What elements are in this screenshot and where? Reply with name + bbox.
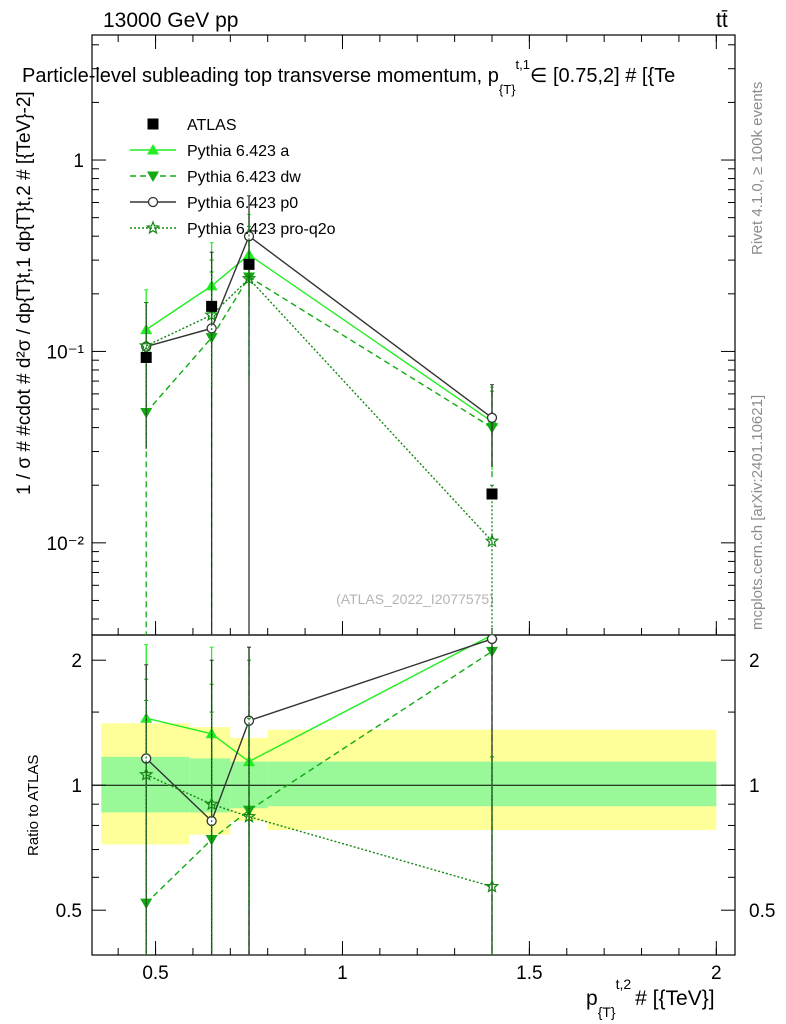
x-axis-label-sup: t,2 [616, 976, 632, 992]
main-pythia-pro-q2o-point [241, 271, 257, 285]
ratio-pythia-p0-point [243, 715, 255, 726]
y-tick-label: 10⁻² [47, 534, 85, 555]
x-tick-label: 2 [711, 963, 722, 984]
legend-pythia-dw-marker [147, 171, 159, 182]
ratio-pythia-a-line [146, 635, 493, 763]
x-tick-label: 1 [337, 963, 348, 984]
plot-title-range: ∈ [0.75,2] # [{Te [530, 65, 675, 87]
main-pythia-p0-line [146, 235, 493, 419]
ratio-pythia-pro-q2o-point [204, 796, 219, 811]
ratio-y-tick-label-right: 0.5 [749, 901, 775, 922]
plot-title-sub: {T} [499, 82, 516, 97]
inner-uncertainty-band [101, 756, 190, 813]
main-y-axis-label: 1 / σ # #cdot # d²σ / dp{T}t,1 dp{T}t,2 … [14, 91, 35, 495]
ratio-series-group [138, 635, 500, 955]
ratio-plot-frame [91, 634, 736, 956]
main-pythia-pro-q2o-line [145, 277, 493, 542]
legend-label: Pythia 6.423 dw [187, 169, 301, 186]
main-pythia-pro-q2o-point [138, 338, 154, 353]
main-pythia-pro-q2o-point [484, 533, 500, 548]
y-tick-label: 10⁻¹ [47, 342, 85, 363]
legend-label: Pythia 6.423 pro-q2o [187, 221, 336, 238]
ratio-y-axis-label: Ratio to ATLAS [25, 755, 42, 856]
main-atlas-point [243, 258, 255, 270]
ratio-pythia-dw-line [145, 650, 493, 904]
x-tick-label: 0.5 [142, 963, 168, 984]
legend-label: ATLAS [187, 117, 237, 134]
ratio-y-tick-label: 1 [71, 776, 82, 797]
ratio-pythia-pro-q2o-line [145, 774, 493, 888]
legend-label: Pythia 6.423 p0 [187, 195, 298, 212]
ratio-pythia-pro-q2o-point [241, 808, 257, 823]
legend-pythia-p0-marker [147, 196, 159, 208]
analysis-watermark: (ATLAS_2022_I2077575) [336, 591, 494, 607]
plot-title-main: Particle-level subleading top transverse… [22, 65, 499, 87]
process-label: tt̄ [716, 9, 728, 32]
ratio-y-tick-label-right: 1 [749, 776, 760, 797]
legend-pythia-pro-q2o-marker [145, 220, 161, 235]
main-atlas-point [206, 300, 218, 312]
main-pythia-p0-point [486, 412, 498, 423]
legend: ATLAS Pythia 6.423 a Pythia 6.423 dw Pythia… [130, 117, 336, 238]
main-pythia-dw-line [145, 275, 493, 429]
ratio-pythia-pro-q2o-point [138, 767, 154, 781]
x-axis-label: p{T}t,2# [{TeV}] [586, 976, 715, 1020]
ratio-y-tick-label-right: 2 [749, 651, 760, 672]
y-tick-label: 1 [73, 151, 84, 172]
legend-label: Pythia 6.423 a [187, 143, 289, 160]
ratio-y-tick-label: 2 [71, 651, 82, 672]
axis-ticks: 0.5 1 1.5 2 10⁻² 10⁻¹ 1 0.5 0.5 1 1 2 2 [47, 35, 775, 984]
x-axis-label-rest: # [{TeV}] [635, 987, 714, 1010]
rivet-version-label: Rivet 4.1.0, ≥ 100k events [749, 82, 766, 255]
ratio-pythia-p0-line [145, 638, 493, 823]
legend-atlas-marker [147, 118, 159, 130]
ratio-pythia-pro-q2o-point [484, 878, 500, 893]
main-atlas-point [140, 351, 152, 363]
plot-title-sup: t,1 [516, 57, 530, 72]
energy-label: 13000 GeV pp [103, 9, 238, 32]
mcplots-reference-label: mcplots.cern.ch [arXiv:2401.10621] [749, 395, 766, 630]
main-pythia-pro-q2o-point [204, 307, 219, 322]
uncertainty-bands [101, 723, 717, 845]
plot-title: Particle-level subleading top transverse… [22, 57, 675, 97]
ratio-pythia-p0-point [486, 635, 498, 645]
main-atlas-point [486, 488, 498, 500]
x-axis-label-main: p [586, 987, 598, 1010]
main-pythia-a-line [145, 253, 493, 423]
x-axis-label-sub: {T} [598, 1004, 616, 1020]
main-series-group [138, 195, 500, 635]
ratio-y-tick-label: 0.5 [56, 901, 82, 922]
x-tick-label: 1.5 [516, 963, 542, 984]
legend-pythia-a-marker [147, 144, 159, 155]
